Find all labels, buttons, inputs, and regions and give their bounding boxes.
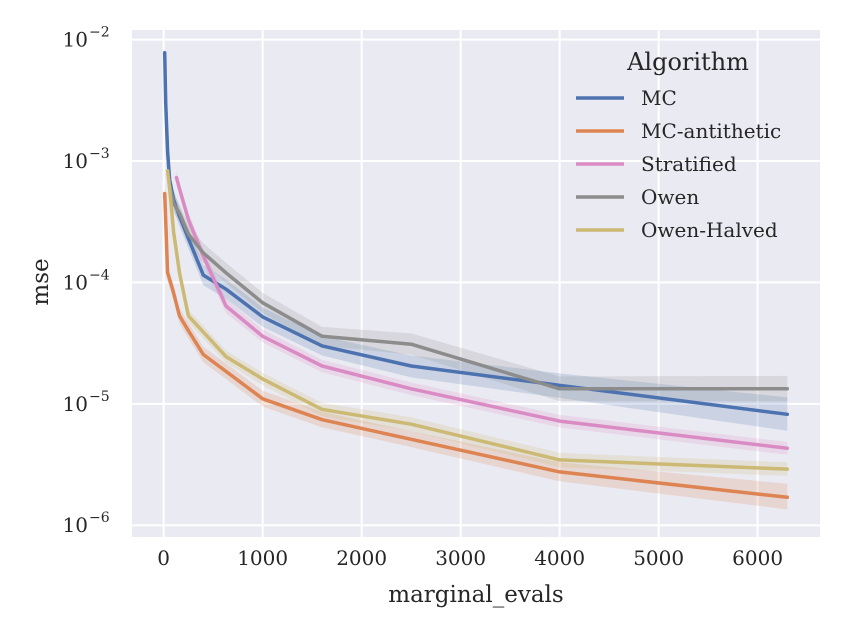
y-tick-exponent: −3 (89, 146, 110, 162)
x-tick-label: 5000 (633, 546, 684, 570)
x-axis-title: marginal_evals (388, 582, 563, 608)
y-tick-base: 10 (63, 28, 88, 52)
series-lines (162, 50, 790, 500)
y-tick-label: 10 (63, 513, 88, 537)
y-tick-base: 10 (63, 513, 88, 537)
x-tick-label: 1000 (237, 546, 288, 570)
band-stratified (176, 170, 788, 455)
legend-label: Stratified (641, 152, 737, 176)
x-tick-labels: 0 1000 2000 3000 4000 5000 6000 (157, 546, 783, 570)
legend-item: Owen-Halved (576, 218, 778, 242)
y-tick-label: 10 (63, 392, 88, 416)
y-tick-base: 10 (63, 149, 88, 173)
y-tick-base: 10 (63, 270, 88, 294)
legend-label: Owen-Halved (641, 218, 778, 242)
legend-label: MC (641, 86, 677, 110)
y-tick-label: 10 (63, 28, 88, 52)
y-tick-exponent: −5 (89, 389, 110, 405)
y-tick-label: 10 (63, 270, 88, 294)
series-line-owen (167, 184, 790, 391)
y-tick-exponent: −6 (89, 510, 110, 526)
series-line-owen-halved (165, 169, 790, 471)
band-mc (164, 45, 788, 431)
y-tick-labels: 10−210−310−410−510−6 (63, 25, 110, 538)
x-tick-label: 6000 (732, 546, 783, 570)
x-tick-label: 4000 (534, 546, 585, 570)
y-tick-label: 10 (63, 149, 88, 173)
series-line-stratified (174, 175, 790, 451)
y-tick-exponent: −4 (89, 267, 110, 283)
series-line-mc (162, 50, 790, 417)
legend-title: Algorithm (626, 48, 749, 76)
x-tick-label: 3000 (435, 546, 486, 570)
y-tick-base: 10 (63, 392, 88, 416)
legend-item: Stratified (576, 152, 737, 176)
x-tick-label: 0 (157, 546, 170, 570)
series-line-mc-antithetic (162, 191, 790, 500)
legend: Algorithm MC MC-antithetic Stratified Owen O… (576, 48, 781, 242)
legend-label: MC-antithetic (641, 119, 781, 143)
y-axis-title: mse (28, 258, 54, 305)
legend-items: MC MC-antithetic Stratified Owen Owen-Halved (576, 86, 781, 242)
legend-item: MC (576, 86, 677, 110)
legend-label: Owen (641, 185, 699, 209)
x-tick-label: 2000 (336, 546, 387, 570)
legend-item: MC-antithetic (576, 119, 781, 143)
y-tick-exponent: −2 (89, 25, 110, 41)
legend-item: Owen (576, 185, 699, 209)
